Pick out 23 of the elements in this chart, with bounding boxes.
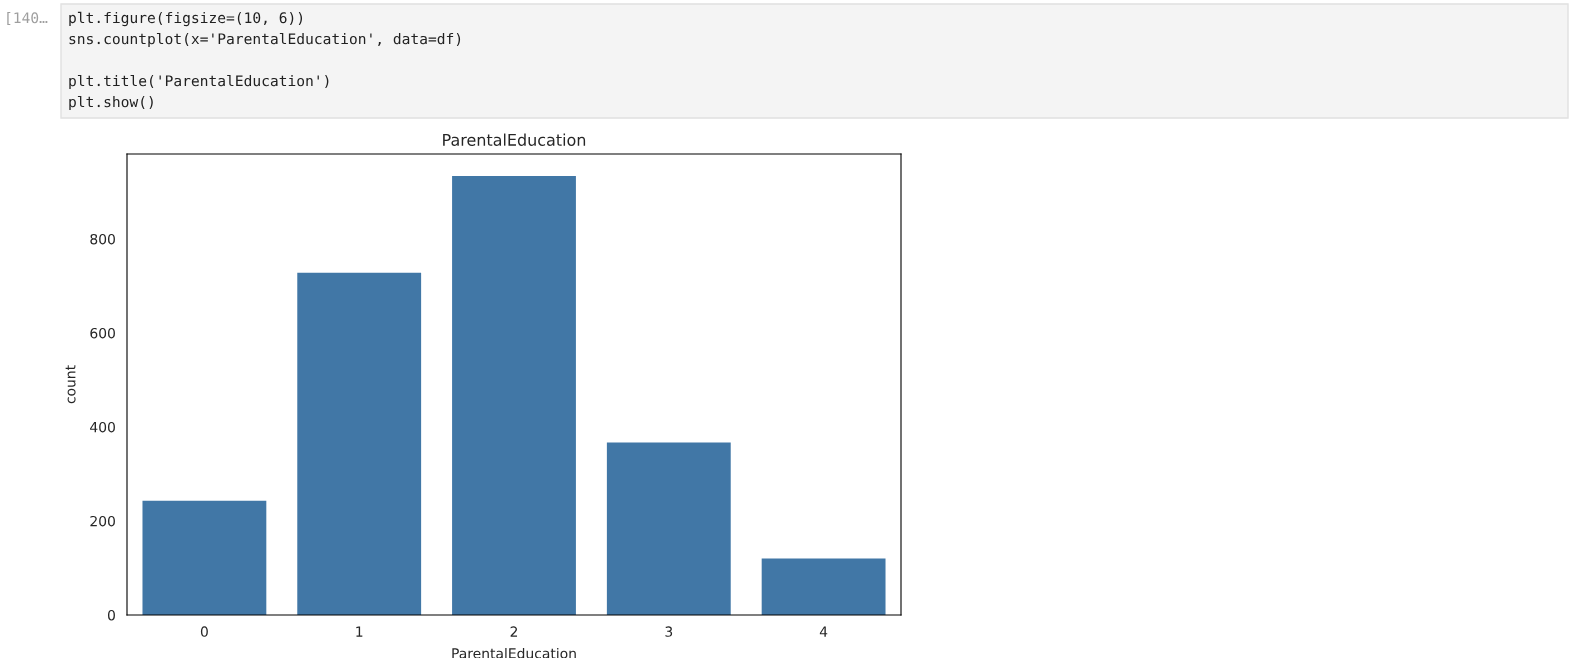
bar	[606, 442, 731, 615]
bar	[452, 175, 576, 615]
text: plt.figure(figsize=(10, 6))	[69, 11, 303, 27]
y-tick-label: 0	[107, 609, 115, 621]
y-tick-label: 800	[90, 233, 115, 245]
chart-title: ParentalEducation	[443, 133, 586, 146]
y-axis-title: count	[65, 365, 76, 404]
y-tick-label: 400	[90, 421, 115, 433]
x-tick-label: 2	[510, 626, 518, 637]
bar	[297, 272, 422, 615]
y-tick-label: 200	[90, 515, 115, 527]
y-tick-label: 600	[90, 327, 115, 339]
x-axis-title: ParentalEducation	[452, 647, 576, 658]
text: sns.countplot(x='ParentalEducation', data=df)	[69, 32, 461, 48]
x-tick-label: 4	[819, 626, 828, 637]
bar	[142, 500, 267, 615]
x-tick-label: 1	[356, 626, 363, 637]
text: plt.show()	[69, 95, 153, 111]
bar	[761, 558, 886, 615]
x-tick-label: 3	[665, 626, 673, 637]
text: [140…	[7, 11, 48, 25]
text: plt.title('ParentalEducation')	[69, 74, 329, 90]
x-tick-label: 0	[200, 626, 208, 637]
